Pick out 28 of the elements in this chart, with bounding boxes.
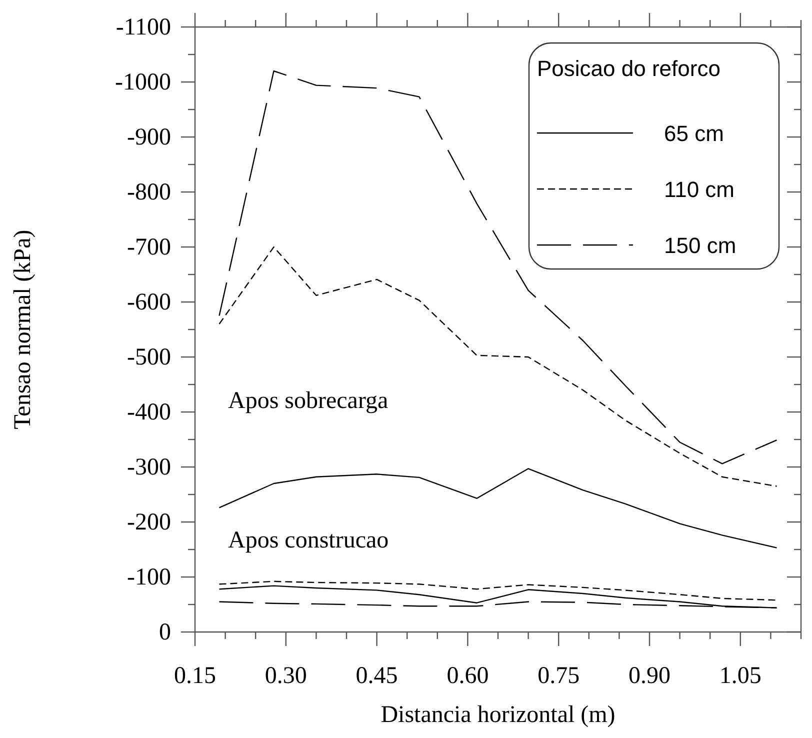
y-tick-label: -200: [127, 510, 171, 536]
y-tick-label: -1000: [115, 70, 171, 96]
x-tick-label: 0.15: [174, 663, 216, 690]
y-tick-label: -700: [127, 234, 171, 261]
x-axis-title: Distancia horizontal (m): [380, 702, 616, 728]
y-tick-label: -300: [127, 454, 171, 481]
line-series: [218, 580, 778, 601]
y-tick-label: -600: [127, 290, 171, 316]
y-tick-label: -500: [127, 344, 171, 371]
y-tick-label: -900: [127, 124, 171, 151]
legend-title: Posicao do reforco: [537, 56, 720, 81]
x-tick-label: 0.45: [356, 663, 398, 690]
y-tick-label: -800: [127, 180, 171, 206]
x-tick-label: 1.05: [719, 663, 762, 690]
x-tick-label: 0.75: [538, 663, 580, 690]
x-tick-label: 0.30: [264, 663, 307, 690]
y-tick-label: -400: [127, 400, 171, 426]
x-tick-label: 0.60: [446, 663, 489, 690]
legend-label: 65 cm: [664, 121, 724, 146]
legend-label: 150 cm: [664, 233, 736, 258]
y-tick-label: -100: [127, 564, 171, 591]
y-tick-label: 0: [159, 620, 171, 646]
y-axis-title: Tensao normal (kPa): [10, 230, 36, 430]
y-tick-label: -1100: [116, 14, 171, 41]
annotation: Apos construcao: [228, 527, 389, 554]
x-tick-label: 0.90: [628, 663, 670, 690]
annotation: Apos sobrecarga: [228, 388, 389, 414]
legend-label: 110 cm: [664, 177, 735, 202]
